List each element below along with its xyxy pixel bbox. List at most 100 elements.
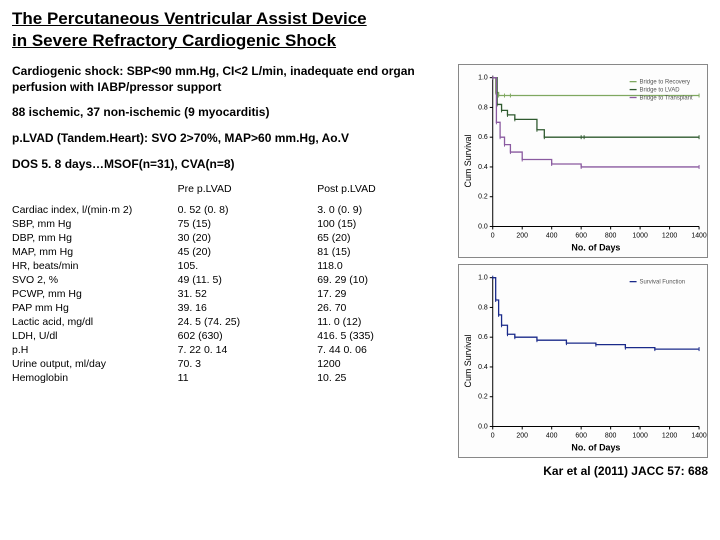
svg-text:0.8: 0.8 xyxy=(478,105,488,112)
table-cell: 118.0 xyxy=(317,259,448,273)
desc-shock: Cardiogenic shock: SBP<90 mm.Hg, CI<2 L/… xyxy=(12,64,448,95)
table-cell: 45 (20) xyxy=(178,245,318,259)
table-row: MAP, mm Hg 45 (20) 81 (15) xyxy=(12,245,448,259)
table-cell: PAP mm Hg xyxy=(12,301,178,315)
svg-text:Survival Function: Survival Function xyxy=(640,280,686,286)
table-row: p.H7. 22 0. 14 7. 44 0. 06 xyxy=(12,343,448,357)
svg-text:1000: 1000 xyxy=(632,433,648,440)
table-cell: 1200 xyxy=(317,357,448,371)
title-line-1: The Percutaneous Ventricular Assist Devi… xyxy=(12,9,367,28)
table-row: Cardiac index, l/(min·m 2)0. 52 (0. 8)3.… xyxy=(12,203,448,217)
table-row: LDH, U/dl 602 (630) 416. 5 (335) xyxy=(12,329,448,343)
svg-text:800: 800 xyxy=(605,433,617,440)
svg-text:1000: 1000 xyxy=(632,233,648,240)
table-cell: 17. 29 xyxy=(317,287,448,301)
svg-text:0.8: 0.8 xyxy=(478,305,488,312)
th-param xyxy=(12,182,178,203)
survival-chart-bottom: 0.0 0.2 0.4 0.6 0.8 1.0 0 200 400 600 800 1000 1200 1… xyxy=(458,264,708,458)
table-row: DBP, mm Hg 30 (20) 65 (20) xyxy=(12,231,448,245)
svg-text:1.0: 1.0 xyxy=(478,75,488,82)
svg-text:0.2: 0.2 xyxy=(478,194,488,201)
table-cell: Urine output, ml/day xyxy=(12,357,178,371)
table-row: Urine output, ml/day 70. 3 1200 xyxy=(12,357,448,371)
table-row: SVO 2, % 49 (11. 5) 69. 29 (10) xyxy=(12,273,448,287)
desc-cohort: 88 ischemic, 37 non-ischemic (9 myocardi… xyxy=(12,105,448,121)
svg-text:No. of Days: No. of Days xyxy=(571,442,620,452)
table-cell: 602 (630) xyxy=(178,329,318,343)
table-cell: 3. 0 (0. 9) xyxy=(317,203,448,217)
svg-text:0: 0 xyxy=(491,433,495,440)
table-cell: 70. 3 xyxy=(178,357,318,371)
page-title: The Percutaneous Ventricular Assist Devi… xyxy=(12,8,708,52)
svg-text:0.0: 0.0 xyxy=(478,224,488,231)
table-cell: 26. 70 xyxy=(317,301,448,315)
table-cell: 10. 25 xyxy=(317,371,448,385)
desc-dos: DOS 5. 8 days…MSOF(n=31), CVA(n=8) xyxy=(12,157,448,173)
table-cell: 7. 44 0. 06 xyxy=(317,343,448,357)
svg-text:0.6: 0.6 xyxy=(478,334,488,341)
table-cell: 65 (20) xyxy=(317,231,448,245)
svg-text:600: 600 xyxy=(575,233,587,240)
svg-text:400: 400 xyxy=(546,233,558,240)
table-cell: 11. 0 (12) xyxy=(317,315,448,329)
table-cell: Hemoglobin xyxy=(12,371,178,385)
th-post: Post p.LVAD xyxy=(317,182,448,203)
table-row: SBP, mm Hg 75 (15)100 (15) xyxy=(12,217,448,231)
table-cell: DBP, mm Hg xyxy=(12,231,178,245)
table-cell: LDH, U/dl xyxy=(12,329,178,343)
hemodynamics-table: Pre p.LVAD Post p.LVAD Cardiac index, l/… xyxy=(12,182,448,385)
table-cell: 416. 5 (335) xyxy=(317,329,448,343)
table-row: PCWP, mm Hg 31. 52 17. 29 xyxy=(12,287,448,301)
table-cell: 0. 52 (0. 8) xyxy=(178,203,318,217)
svg-text:0.4: 0.4 xyxy=(478,164,488,171)
svg-text:Bridge to Recovery: Bridge to Recovery xyxy=(640,80,691,86)
table-cell: Cardiac index, l/(min·m 2) xyxy=(12,203,178,217)
table-cell: 49 (11. 5) xyxy=(178,273,318,287)
svg-text:0.0: 0.0 xyxy=(478,424,488,431)
table-cell: p.H xyxy=(12,343,178,357)
svg-text:No. of Days: No. of Days xyxy=(571,242,620,252)
table-row: PAP mm Hg39. 1626. 70 xyxy=(12,301,448,315)
table-cell: 75 (15) xyxy=(178,217,318,231)
table-row: Lactic acid, mg/dl24. 5 (74. 25) 11. 0 (… xyxy=(12,315,448,329)
svg-text:1200: 1200 xyxy=(662,433,678,440)
table-cell: 31. 52 xyxy=(178,287,318,301)
svg-text:400: 400 xyxy=(546,433,558,440)
svg-text:0: 0 xyxy=(491,233,495,240)
svg-text:Cum Survival: Cum Survival xyxy=(463,335,473,388)
table-cell: 11 xyxy=(178,371,318,385)
survival-chart-top: 0.0 0.2 0.4 0.6 0.8 1.0 0 200 400 600 800 1000 1200 1… xyxy=(458,64,708,258)
svg-text:0.6: 0.6 xyxy=(478,134,488,141)
table-cell: 24. 5 (74. 25) xyxy=(178,315,318,329)
table-header-row: Pre p.LVAD Post p.LVAD xyxy=(12,182,448,203)
svg-text:200: 200 xyxy=(516,433,528,440)
table-cell: 7. 22 0. 14 xyxy=(178,343,318,357)
table-cell: MAP, mm Hg xyxy=(12,245,178,259)
svg-text:200: 200 xyxy=(516,233,528,240)
table-row: HR, beats/min 105. 118.0 xyxy=(12,259,448,273)
svg-text:1.0: 1.0 xyxy=(478,275,488,282)
svg-text:600: 600 xyxy=(575,433,587,440)
table-cell: HR, beats/min xyxy=(12,259,178,273)
svg-text:Bridge to LVAD: Bridge to LVAD xyxy=(640,88,680,94)
right-column: 0.0 0.2 0.4 0.6 0.8 1.0 0 200 400 600 800 1000 1200 1… xyxy=(458,64,708,458)
title-line-2: in Severe Refractory Cardiogenic Shock xyxy=(12,31,336,50)
table-cell: 100 (15) xyxy=(317,217,448,231)
desc-device: p.LVAD (Tandem.Heart): SVO 2>70%, MAP>60… xyxy=(12,131,448,147)
table-cell: 81 (15) xyxy=(317,245,448,259)
svg-text:1400: 1400 xyxy=(691,233,707,240)
th-pre: Pre p.LVAD xyxy=(178,182,318,203)
table-cell: 39. 16 xyxy=(178,301,318,315)
table-cell: 69. 29 (10) xyxy=(317,273,448,287)
table-row: Hemoglobin 11 10. 25 xyxy=(12,371,448,385)
svg-text:0.2: 0.2 xyxy=(478,394,488,401)
left-column: Cardiogenic shock: SBP<90 mm.Hg, CI<2 L/… xyxy=(12,64,448,458)
svg-text:1400: 1400 xyxy=(691,433,707,440)
table-cell: 105. xyxy=(178,259,318,273)
svg-text:Bridge to Transplant: Bridge to Transplant xyxy=(640,96,693,102)
svg-text:0.4: 0.4 xyxy=(478,364,488,371)
table-cell: SVO 2, % xyxy=(12,273,178,287)
svg-text:800: 800 xyxy=(605,233,617,240)
svg-text:1200: 1200 xyxy=(662,233,678,240)
table-cell: SBP, mm Hg xyxy=(12,217,178,231)
